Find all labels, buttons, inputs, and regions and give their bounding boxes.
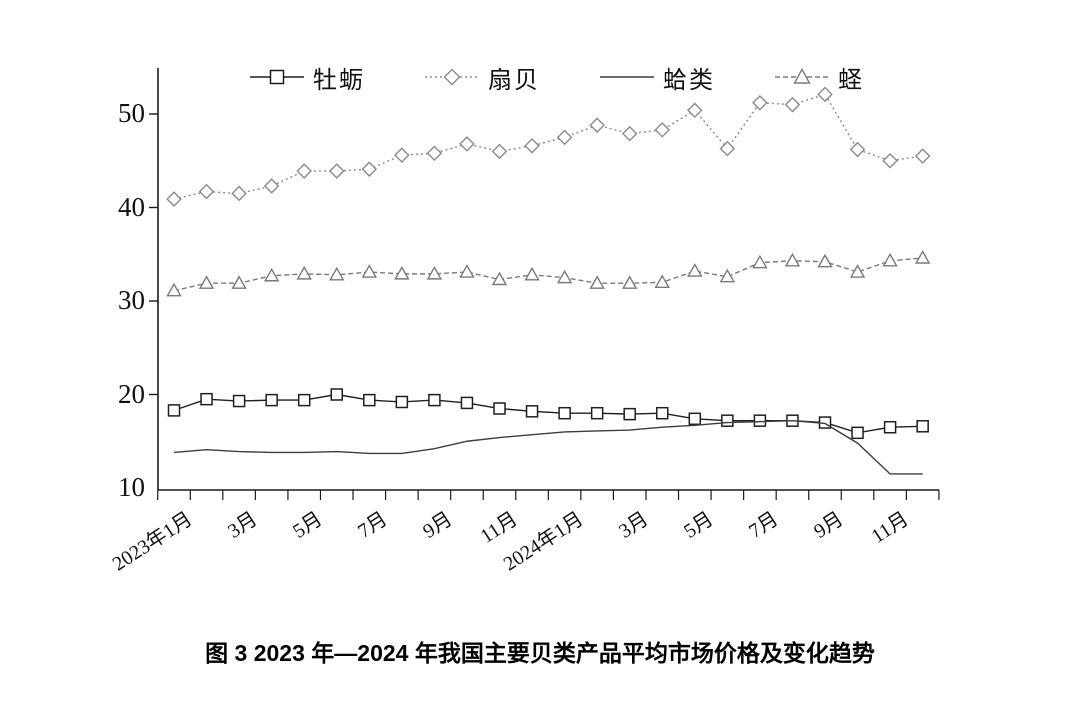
series-line-牡蛎: [173, 393, 923, 434]
figure-caption: 图 3 2023 年—2024 年我国主要贝类产品平均市场价格及变化趋势: [205, 640, 875, 666]
square-marker-icon: [460, 396, 474, 410]
y-tick-label: 40: [118, 191, 145, 222]
square-marker-icon: [232, 394, 246, 408]
triangle-marker-icon: [752, 254, 768, 269]
triangle-marker-icon: [459, 264, 475, 278]
series-line-蛏: [173, 257, 923, 292]
triangle-marker-icon: [166, 282, 182, 297]
legend-item-shanbei: 扇贝: [425, 62, 540, 94]
diamond-marker-icon: [361, 161, 378, 177]
triangle-marker-icon: [231, 275, 247, 289]
triangle-marker-icon: [556, 269, 573, 284]
y-tick-label: 10: [118, 472, 145, 502]
triangle-marker-icon: [719, 268, 736, 283]
diamond-marker-icon: [426, 145, 443, 162]
diamond-marker-icon: [556, 129, 573, 146]
diamond-marker-icon: [654, 122, 671, 138]
triangle-marker-icon: [329, 266, 345, 281]
square-marker-icon: [525, 405, 539, 418]
square-marker-icon: [851, 426, 864, 440]
triangle-marker-icon: [426, 265, 443, 280]
diamond-marker-icon: [231, 185, 247, 202]
y-tick-label: 20: [118, 378, 145, 409]
square-marker-icon: [428, 393, 441, 407]
square-marker-icon: [363, 393, 376, 407]
triangle-marker-icon: [882, 252, 898, 267]
diamond-marker-icon: [166, 191, 182, 207]
diamond-marker-icon: [425, 68, 479, 86]
square-marker-icon: [200, 392, 213, 406]
diamond-marker-icon: [914, 148, 931, 164]
diamond-marker-icon: [784, 96, 801, 113]
legend-item-cheng: 蛏: [775, 62, 864, 94]
triangle-marker-icon: [849, 264, 866, 278]
legend-label: 牡蛎: [313, 67, 365, 94]
diamond-marker-icon: [394, 147, 410, 163]
diamond-marker-icon: [263, 178, 280, 194]
triangle-marker-icon: [622, 275, 638, 289]
square-marker-icon: [656, 406, 669, 420]
square-marker-icon: [493, 402, 506, 415]
diamond-marker-icon: [459, 136, 475, 152]
triangle-marker-icon: [296, 265, 312, 280]
diamond-marker-icon: [687, 102, 703, 119]
legend-label: 蛤类: [663, 67, 715, 94]
triangle-marker-icon: [524, 266, 540, 281]
square-marker-icon: [688, 412, 702, 426]
diamond-marker-icon: [752, 94, 768, 111]
square-marker-icon: [623, 407, 636, 421]
triangle-marker-icon: [687, 263, 703, 277]
triangle-marker-icon: [914, 250, 931, 264]
square-marker-icon: [330, 388, 343, 401]
triangle-marker-icon: [589, 275, 605, 289]
diamond-marker-icon: [589, 117, 605, 134]
legend-item-muli: 牡蛎: [250, 62, 365, 94]
triangle-marker-icon: [654, 274, 670, 288]
triangle-marker-icon: [775, 68, 829, 84]
square-marker-icon: [558, 406, 571, 420]
diamond-marker-icon: [621, 125, 638, 142]
diamond-marker-icon: [491, 143, 508, 160]
triangle-marker-icon: [394, 265, 410, 280]
diamond-marker-icon: [328, 163, 345, 179]
triangle-marker-icon: [198, 275, 215, 289]
square-marker-icon: [916, 420, 929, 433]
triangle-marker-icon: [491, 271, 508, 286]
diamond-marker-icon: [719, 140, 736, 157]
diamond-marker-icon: [817, 86, 833, 103]
square-marker-icon: [721, 414, 734, 427]
series-line-扇贝: [173, 93, 923, 200]
triangle-marker-icon: [784, 252, 801, 267]
legend-item-gelei: 蛤类: [600, 62, 715, 94]
diamond-marker-icon: [198, 183, 215, 200]
square-marker-icon: [395, 395, 409, 409]
square-marker-icon: [250, 69, 304, 85]
square-marker-icon: [297, 393, 311, 407]
square-marker-icon: [883, 420, 897, 434]
square-marker-icon: [167, 404, 181, 417]
legend-label: 蛏: [838, 67, 864, 94]
diamond-marker-icon: [296, 163, 312, 179]
square-marker-icon: [590, 406, 604, 420]
y-tick-label: 50: [118, 98, 145, 128]
triangle-marker-icon: [817, 253, 833, 268]
diamond-marker-icon: [524, 138, 540, 154]
triangle-marker-icon: [263, 267, 280, 282]
line-marker-icon: [600, 76, 654, 78]
square-marker-icon: [265, 393, 278, 407]
y-tick-label: 30: [118, 285, 145, 315]
legend-label: 扇贝: [488, 67, 540, 94]
diamond-marker-icon: [849, 141, 866, 158]
series-line-蛤类: [173, 419, 923, 475]
triangle-marker-icon: [361, 264, 377, 278]
diamond-marker-icon: [882, 152, 898, 169]
square-marker-icon: [753, 414, 767, 427]
